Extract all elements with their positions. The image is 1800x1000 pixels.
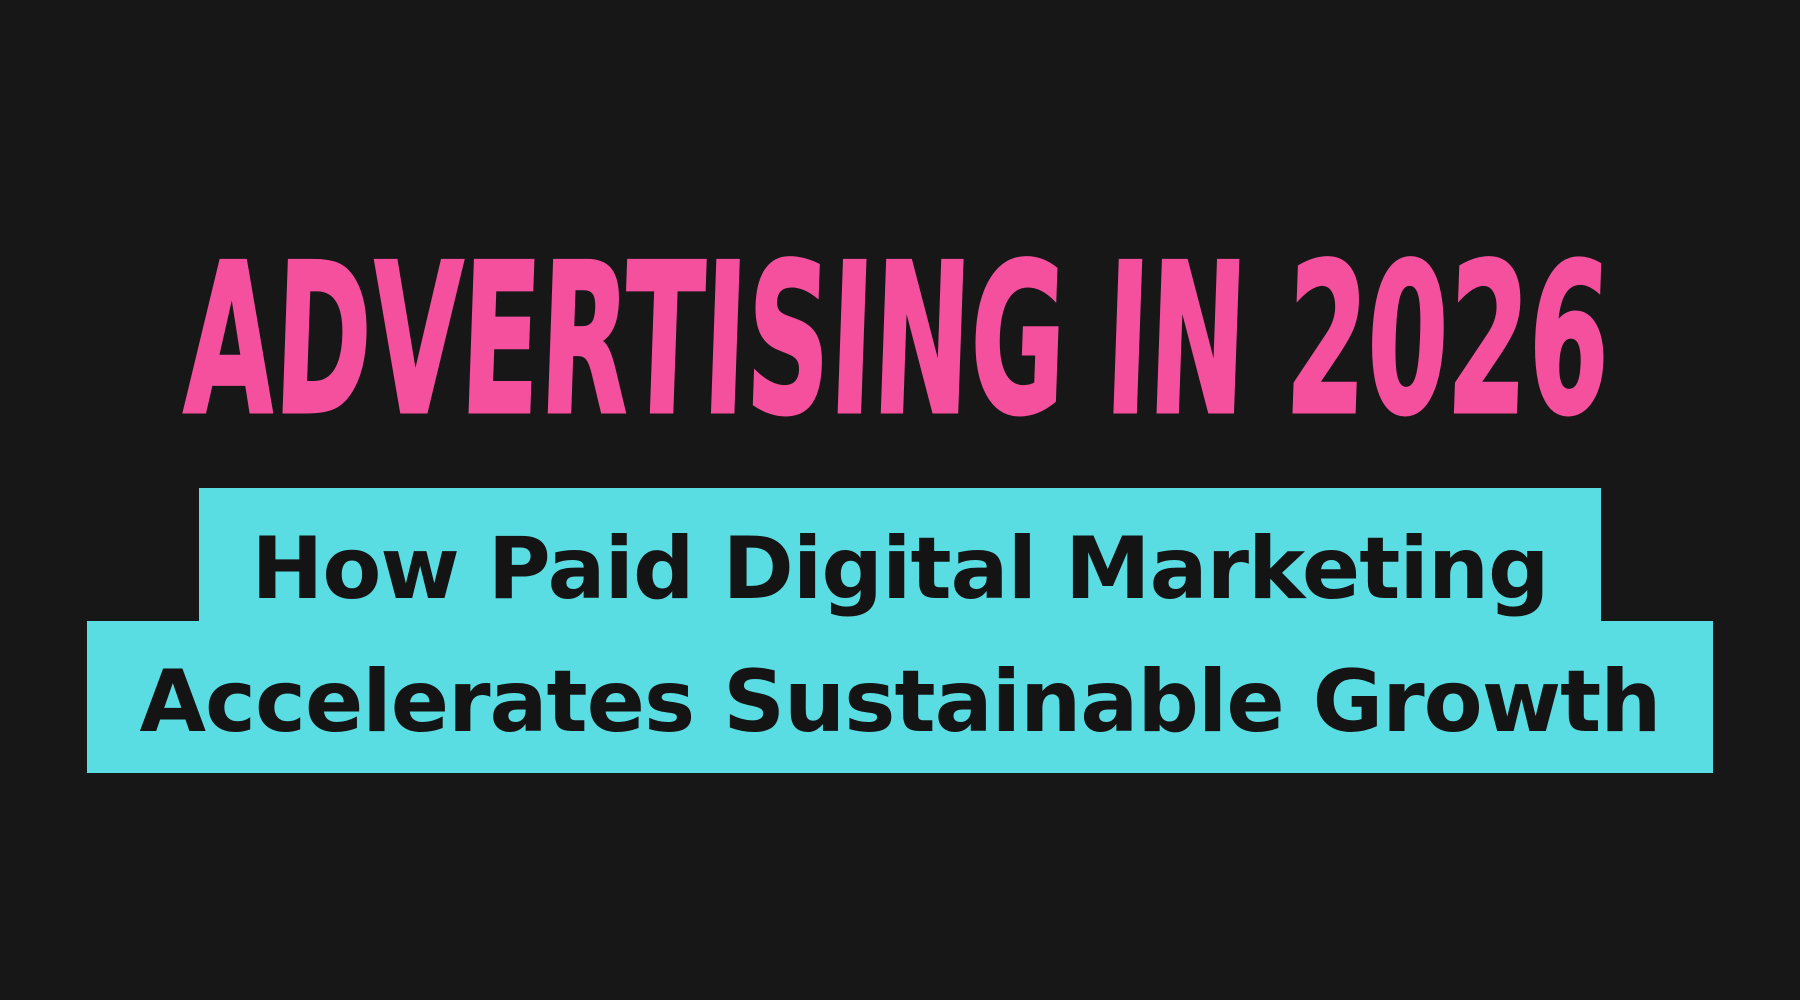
subtitle-line-2: Accelerates Sustainable Growth: [0, 621, 1800, 773]
subtitle-line-1-highlight: How Paid Digital Marketing: [199, 488, 1601, 621]
subtitle-line-1: How Paid Digital Marketing: [0, 488, 1800, 621]
main-title: ADVERTISING IN 2026: [181, 220, 1613, 462]
subtitle-line-2-highlight: Accelerates Sustainable Growth: [87, 621, 1713, 773]
